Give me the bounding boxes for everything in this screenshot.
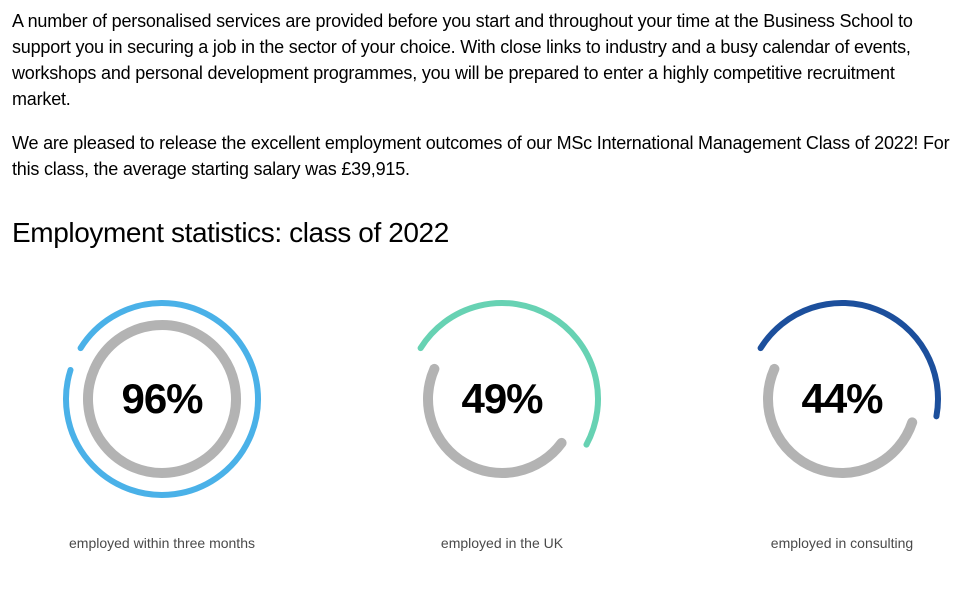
intro-paragraph-2: We are pleased to release the excellent …: [12, 130, 951, 182]
donut-chart: 49% employed in the UK: [392, 289, 612, 551]
donut-value: 96%: [52, 289, 272, 509]
donut-svg-wrap: 49%: [392, 289, 612, 509]
donut-value: 44%: [732, 289, 952, 509]
section-title: Employment statistics: class of 2022: [12, 217, 951, 249]
donut-caption: employed in the UK: [441, 535, 563, 551]
donut-caption: employed in consulting: [771, 535, 913, 551]
donut-value: 49%: [392, 289, 612, 509]
donut-caption: employed within three months: [69, 535, 255, 551]
donut-chart: 44% employed in consulting: [732, 289, 952, 551]
donut-svg-wrap: 44%: [732, 289, 952, 509]
intro-paragraph-1: A number of personalised services are pr…: [12, 8, 951, 112]
donut-svg-wrap: 96%: [52, 289, 272, 509]
page-root: A number of personalised services are pr…: [0, 0, 963, 571]
donut-row: 96% employed within three months 49% emp…: [12, 289, 951, 551]
donut-chart: 96% employed within three months: [52, 289, 272, 551]
intro-block: A number of personalised services are pr…: [12, 8, 951, 183]
